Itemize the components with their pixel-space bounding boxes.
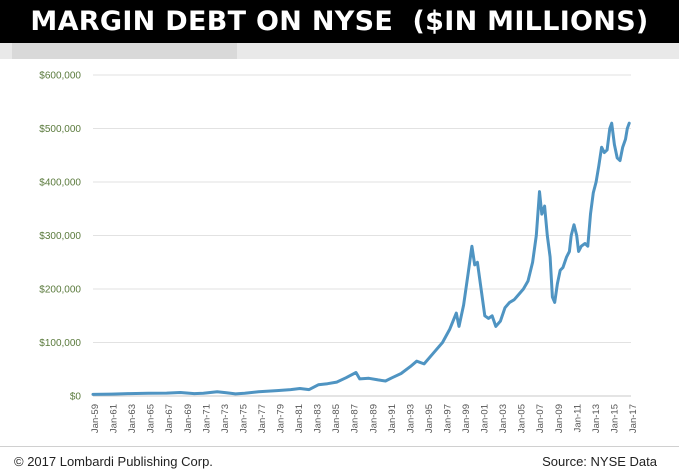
- x-tick-label: Jan-11: [572, 404, 583, 432]
- x-tick-label: Jan-05: [517, 404, 528, 433]
- x-tick-label: Jan-65: [146, 404, 157, 433]
- header-band-accent: [12, 43, 237, 59]
- x-tick-label: Jan-01: [480, 404, 491, 433]
- x-tick-label: Jan-59: [90, 404, 101, 433]
- x-tick-label: Jan-13: [591, 404, 602, 433]
- margin-debt-chart: $0 $100,000 $200,000 $300,000 $400,000 $500,0…: [39, 71, 639, 434]
- x-tick-label: Jan-17: [628, 404, 639, 433]
- x-tick-label: Jan-85: [331, 404, 342, 433]
- x-tick-label: Jan-87: [350, 404, 361, 433]
- series-line: [91, 121, 631, 396]
- x-tick-label: Jan-97: [442, 404, 453, 433]
- y-tick-label: $200,000: [39, 285, 81, 296]
- y-tick-label: $600,000: [39, 71, 81, 82]
- x-tick-label: Jan-15: [609, 404, 620, 433]
- x-tick-label: Jan-09: [554, 404, 565, 433]
- x-tick-label: Jan-93: [405, 404, 416, 433]
- x-tick-label: Jan-67: [164, 404, 175, 433]
- x-tick-label: Jan-77: [257, 404, 268, 433]
- title-bar: [0, 0, 679, 43]
- x-tick-label: Jan-75: [238, 404, 249, 433]
- x-tick-label: Jan-61: [109, 404, 120, 433]
- x-tick-label: Jan-73: [220, 404, 231, 433]
- x-tick-label: Jan-79: [276, 404, 287, 433]
- x-tick-label: Jan-91: [387, 404, 398, 433]
- x-tick-label: Jan-63: [127, 404, 138, 433]
- y-tick-label: $0: [70, 392, 82, 403]
- y-axis-ticks: $0 $100,000 $200,000 $300,000 $400,000 $500,0…: [39, 71, 81, 403]
- x-tick-label: Jan-71: [201, 404, 212, 433]
- y-tick-label: $300,000: [39, 231, 81, 242]
- x-tick-label: Jan-99: [461, 404, 472, 433]
- x-tick-label: Jan-83: [313, 404, 324, 433]
- copyright-text: © 2017 Lombardi Publishing Corp.: [14, 454, 213, 469]
- x-tick-label: Jan-07: [535, 404, 546, 433]
- y-tick-label: $100,000: [39, 338, 81, 349]
- x-tick-label: Jan-03: [498, 404, 509, 433]
- x-axis-ticks: Jan-59 Jan-61 Jan-63 Jan-65 Jan-67 Jan-69 Jan-…: [90, 404, 639, 433]
- x-tick-label: Jan-95: [424, 404, 435, 433]
- x-tick-label: Jan-69: [183, 404, 194, 433]
- x-tick-label: Jan-81: [294, 404, 305, 433]
- source-text: Source: NYSE Data: [542, 454, 657, 469]
- chart-title: MARGIN DEBT ON NYSE ($IN MILLIONS): [30, 6, 649, 37]
- y-tick-label: $400,000: [39, 178, 81, 189]
- footer: © 2017 Lombardi Publishing Corp. Source:…: [0, 446, 679, 475]
- grid-lines: [93, 74, 631, 397]
- x-tick-label: Jan-89: [368, 404, 379, 433]
- y-tick-label: $500,000: [39, 124, 81, 135]
